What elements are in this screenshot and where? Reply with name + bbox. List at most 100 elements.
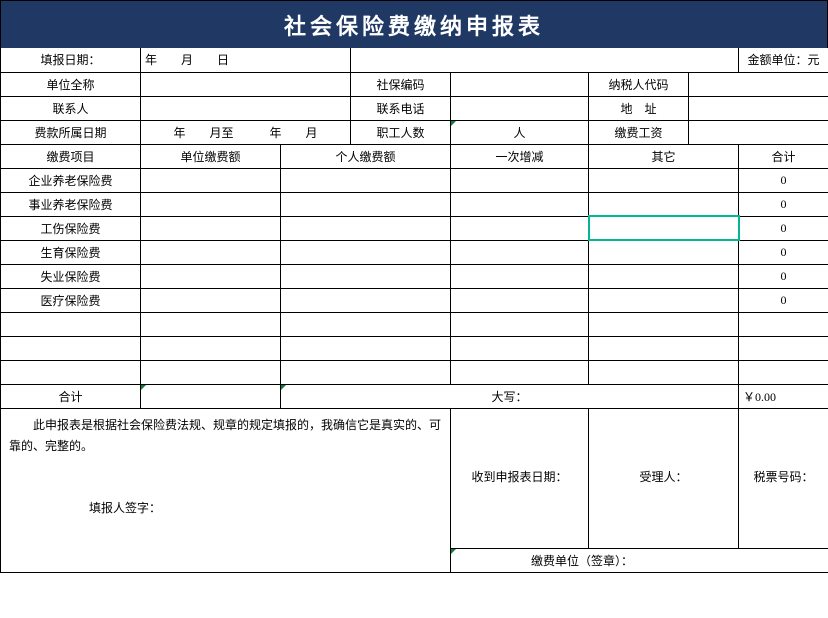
item-total: 0 bbox=[739, 216, 828, 240]
col-total: 合计 bbox=[739, 144, 828, 168]
form-title: 社会保险费缴纳申报表 bbox=[0, 0, 828, 48]
col-adjust: 一次增减 bbox=[451, 144, 589, 168]
item-company[interactable] bbox=[141, 360, 281, 384]
item-name[interactable] bbox=[1, 336, 141, 360]
col-item: 缴费项目 bbox=[1, 144, 141, 168]
item-name: 医疗保险费 bbox=[1, 288, 141, 312]
item-total: 0 bbox=[739, 240, 828, 264]
item-company[interactable] bbox=[141, 216, 281, 240]
item-row: 生育保险费 0 bbox=[1, 240, 828, 264]
reporter-sign-label: 填报人签字： bbox=[9, 498, 442, 520]
item-total bbox=[739, 336, 828, 360]
item-other[interactable] bbox=[589, 168, 739, 192]
item-row: 医疗保险费 0 bbox=[1, 288, 828, 312]
caps-label: 大写： bbox=[281, 384, 739, 408]
fill-date-value[interactable]: 年 月 日 bbox=[141, 48, 351, 72]
fill-date-label: 填报日期： bbox=[1, 48, 141, 72]
item-name[interactable] bbox=[1, 360, 141, 384]
item-personal[interactable] bbox=[281, 312, 451, 336]
item-total: 0 bbox=[739, 168, 828, 192]
item-company[interactable] bbox=[141, 168, 281, 192]
item-other[interactable] bbox=[589, 264, 739, 288]
item-company[interactable] bbox=[141, 288, 281, 312]
item-personal[interactable] bbox=[281, 360, 451, 384]
taxpayer-value[interactable] bbox=[689, 72, 828, 96]
item-adjust[interactable] bbox=[451, 312, 589, 336]
item-other[interactable] bbox=[589, 312, 739, 336]
amount-unit: 金额单位：元 bbox=[739, 48, 828, 72]
phone-value[interactable] bbox=[451, 96, 589, 120]
item-company[interactable] bbox=[141, 192, 281, 216]
item-row bbox=[1, 312, 828, 336]
item-row: 工伤保险费 0 bbox=[1, 216, 828, 240]
declaration-cell: 此申报表是根据社会保险费法规、规章的规定填报的，我确信它是真实的、可靠的、完整的… bbox=[1, 408, 451, 572]
address-value[interactable] bbox=[689, 96, 828, 120]
total-value: ￥0.00 bbox=[739, 384, 828, 408]
item-name: 生育保险费 bbox=[1, 240, 141, 264]
col-other: 其它 bbox=[589, 144, 739, 168]
period-label: 费款所属日期 bbox=[1, 120, 141, 144]
handler-label: 受理人： bbox=[589, 408, 739, 548]
item-other-selected[interactable] bbox=[589, 216, 739, 240]
item-total: 0 bbox=[739, 288, 828, 312]
form-container: 社会保险费缴纳申报表 填报日期： 年 月 日 金额单位：元 单位全称 社保编码 bbox=[0, 0, 828, 618]
item-row: 企业养老保险费 0 bbox=[1, 168, 828, 192]
item-name[interactable] bbox=[1, 312, 141, 336]
item-row bbox=[1, 360, 828, 384]
item-other[interactable] bbox=[589, 240, 739, 264]
item-company[interactable] bbox=[141, 264, 281, 288]
unit-name-value[interactable] bbox=[141, 72, 351, 96]
col-personal: 个人缴费额 bbox=[281, 144, 451, 168]
contact-label: 联系人 bbox=[1, 96, 141, 120]
contact-value[interactable] bbox=[141, 96, 351, 120]
item-personal[interactable] bbox=[281, 264, 451, 288]
item-adjust[interactable] bbox=[451, 288, 589, 312]
item-total: 0 bbox=[739, 192, 828, 216]
item-personal[interactable] bbox=[281, 240, 451, 264]
tax-no-label: 税票号码： bbox=[739, 408, 828, 548]
item-row: 事业养老保险费 0 bbox=[1, 192, 828, 216]
unit-seal-label: 缴费单位（签章）： bbox=[451, 548, 828, 572]
item-adjust[interactable] bbox=[451, 240, 589, 264]
item-other[interactable] bbox=[589, 336, 739, 360]
address-label: 地 址 bbox=[589, 96, 689, 120]
emp-count-label: 职工人数 bbox=[351, 120, 451, 144]
item-row: 失业保险费 0 bbox=[1, 264, 828, 288]
item-personal[interactable] bbox=[281, 216, 451, 240]
declaration-text: 此申报表是根据社会保险费法规、规章的规定填报的，我确信它是真实的、可靠的、完整的… bbox=[9, 415, 442, 458]
item-company[interactable] bbox=[141, 312, 281, 336]
item-row bbox=[1, 336, 828, 360]
item-other[interactable] bbox=[589, 360, 739, 384]
item-adjust[interactable] bbox=[451, 264, 589, 288]
item-personal[interactable] bbox=[281, 288, 451, 312]
item-company[interactable] bbox=[141, 240, 281, 264]
taxpayer-label: 纳税人代码 bbox=[589, 72, 689, 96]
item-other[interactable] bbox=[589, 192, 739, 216]
total-company bbox=[141, 384, 281, 408]
receive-date-label: 收到申报表日期： bbox=[451, 408, 589, 548]
wage-value[interactable] bbox=[689, 120, 828, 144]
item-adjust[interactable] bbox=[451, 168, 589, 192]
unit-name-label: 单位全称 bbox=[1, 72, 141, 96]
col-company: 单位缴费额 bbox=[141, 144, 281, 168]
ssn-label: 社保编码 bbox=[351, 72, 451, 96]
item-adjust[interactable] bbox=[451, 336, 589, 360]
ssn-value[interactable] bbox=[451, 72, 589, 96]
period-value[interactable]: 年 月至 年 月 bbox=[141, 120, 351, 144]
item-other[interactable] bbox=[589, 288, 739, 312]
phone-label: 联系电话 bbox=[351, 96, 451, 120]
item-adjust[interactable] bbox=[451, 216, 589, 240]
item-personal[interactable] bbox=[281, 336, 451, 360]
item-total bbox=[739, 312, 828, 336]
item-personal[interactable] bbox=[281, 192, 451, 216]
item-adjust[interactable] bbox=[451, 360, 589, 384]
item-personal[interactable] bbox=[281, 168, 451, 192]
form-table: 填报日期： 年 月 日 金额单位：元 单位全称 社保编码 纳税人代码 联系人 联… bbox=[0, 48, 828, 573]
item-company[interactable] bbox=[141, 336, 281, 360]
item-adjust[interactable] bbox=[451, 192, 589, 216]
item-total bbox=[739, 360, 828, 384]
item-name: 企业养老保险费 bbox=[1, 168, 141, 192]
total-label: 合计 bbox=[1, 384, 141, 408]
blank-cell bbox=[351, 48, 739, 72]
emp-count-value[interactable]: 人 bbox=[451, 120, 589, 144]
